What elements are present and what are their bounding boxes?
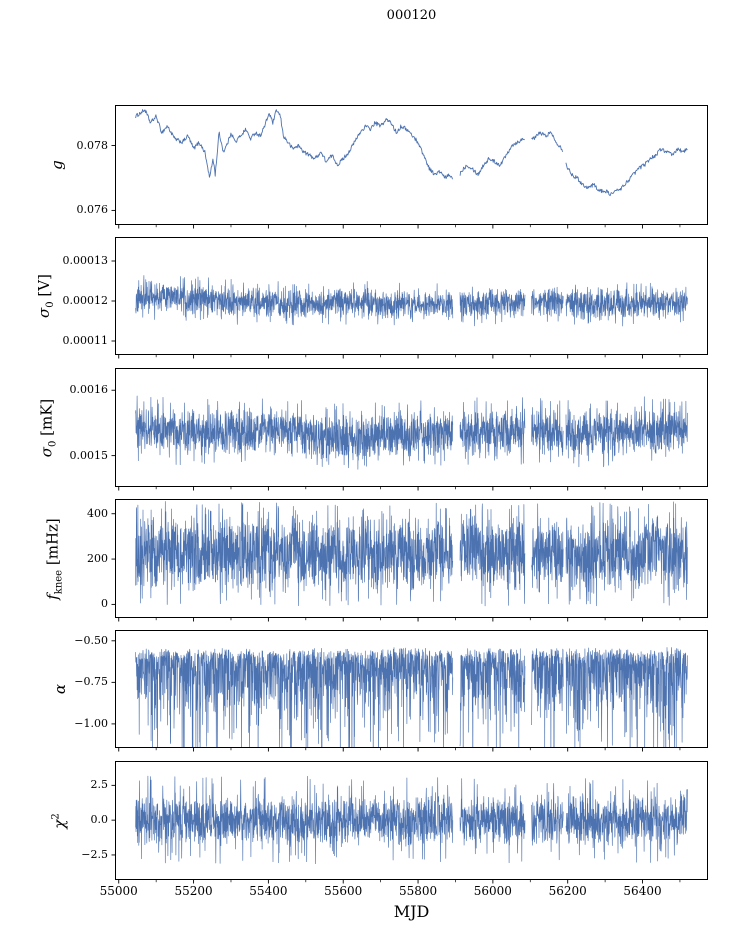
y-tick-label-chi2: −2.5	[81, 847, 108, 861]
x-tick-label: 55800	[398, 884, 438, 898]
y-axis-label-segment: g	[48, 160, 66, 170]
axes-spines	[115, 105, 708, 225]
panel-fknee	[111, 499, 708, 622]
panel-sigma0-V	[111, 237, 708, 359]
y-axis-label-sigma0-V: σ0 [V]	[34, 237, 56, 355]
axes-spines	[115, 761, 708, 880]
data-series-g	[135, 109, 453, 180]
panel-plot-alpha	[111, 630, 708, 752]
data-series-g	[531, 131, 564, 152]
y-tick-label-alpha: −0.75	[74, 675, 108, 689]
x-tick-label: 56400	[623, 884, 662, 898]
x-tick-label: 55600	[324, 884, 363, 898]
y-tick-label-sigma0-mK: 0.0016	[69, 383, 109, 397]
y-axis-label-segment: 2	[50, 812, 61, 820]
y-tick-label-g: 0.076	[76, 203, 109, 217]
data-series-fknee	[565, 501, 688, 607]
y-tick-label-fknee: 0	[101, 597, 108, 611]
y-axis-label-segment: α	[51, 683, 69, 695]
data-series-alpha	[565, 647, 688, 748]
y-tick-label-sigma0-V: 0.00013	[62, 254, 109, 267]
data-series-alpha	[135, 647, 454, 748]
data-series-sigma0-mK	[531, 398, 564, 463]
data-series-g	[459, 137, 525, 177]
figure-title: 000120	[386, 8, 437, 23]
data-series-sigma0-mK	[459, 397, 526, 465]
y-tick-label-chi2: 0.0	[90, 813, 109, 827]
y-tick-label-sigma0-V: 0.00012	[62, 294, 109, 307]
y-axis-label-segment: 0	[47, 440, 58, 447]
data-series-sigma0-mK	[135, 395, 454, 470]
data-series-g	[565, 147, 688, 197]
y-axis-label-segment: 0	[45, 301, 56, 308]
panel-chi2	[111, 761, 708, 884]
y-axis-label-fknee: fknee [mHz]	[42, 499, 64, 618]
data-series-alpha	[531, 648, 564, 748]
data-series-chi2	[459, 778, 526, 864]
y-axis-label-segment: σ	[35, 307, 53, 318]
panel-plot-sigma0-mK	[111, 368, 708, 491]
x-tick-label: 55400	[249, 884, 288, 898]
y-tick-label-fknee: 400	[87, 506, 108, 520]
data-series-fknee	[531, 503, 564, 605]
x-tick-label: 56200	[548, 884, 587, 898]
panel-g	[111, 105, 708, 229]
x-tick-label: 55000	[99, 884, 138, 898]
data-series-chi2	[565, 778, 688, 863]
data-series-sigma0-mK	[565, 396, 688, 468]
data-series-sigma0-V	[565, 282, 688, 327]
y-axis-label-segment: χ	[50, 819, 68, 829]
y-tick-label-sigma0-mK: 0.0015	[69, 448, 109, 462]
y-axis-label-alpha: α	[50, 630, 70, 748]
panel-alpha	[111, 630, 708, 752]
y-tick-label-alpha: −1.00	[74, 716, 108, 730]
y-tick-label-sigma0-V: 0.00011	[62, 334, 109, 347]
y-axis-label-segment: f	[43, 593, 61, 600]
data-series-sigma0-V	[135, 275, 454, 326]
y-axis-label-g: g	[47, 105, 67, 225]
y-axis-label-segment: σ	[37, 446, 55, 457]
panel-plot-chi2	[111, 761, 708, 884]
axes-spines	[115, 499, 708, 618]
panel-sigma0-mK	[111, 368, 708, 491]
y-axis-label-segment: [V]	[35, 274, 53, 302]
data-series-chi2	[135, 775, 454, 865]
y-axis-label-segment: [mK]	[37, 398, 55, 441]
data-series-alpha	[459, 648, 526, 748]
data-series-sigma0-V	[459, 286, 526, 327]
axes-spines	[115, 630, 708, 748]
panel-plot-sigma0-V	[111, 237, 708, 359]
axes-spines	[115, 368, 708, 487]
y-tick-label-alpha: −0.50	[74, 633, 108, 647]
data-series-chi2	[531, 782, 564, 861]
data-series-fknee	[135, 501, 454, 607]
panel-plot-fknee	[111, 499, 708, 622]
y-axis-label-chi2: χ2	[46, 761, 68, 880]
y-tick-label-chi2: 2.5	[90, 778, 109, 792]
y-tick-label-g: 0.078	[76, 138, 109, 152]
panel-plot-g	[111, 105, 708, 229]
x-tick-label: 55200	[174, 884, 213, 898]
x-axis-label: MJD	[393, 902, 430, 921]
axes-spines	[115, 237, 708, 355]
y-axis-label-segment: knee	[53, 569, 64, 594]
y-axis-label-segment: [mHz]	[43, 517, 61, 570]
data-series-sigma0-V	[531, 286, 564, 322]
data-series-fknee	[459, 503, 526, 607]
y-tick-label-fknee: 200	[87, 552, 108, 566]
x-tick-label: 56000	[473, 884, 512, 898]
y-axis-label-sigma0-mK: σ0 [mK]	[36, 368, 58, 487]
